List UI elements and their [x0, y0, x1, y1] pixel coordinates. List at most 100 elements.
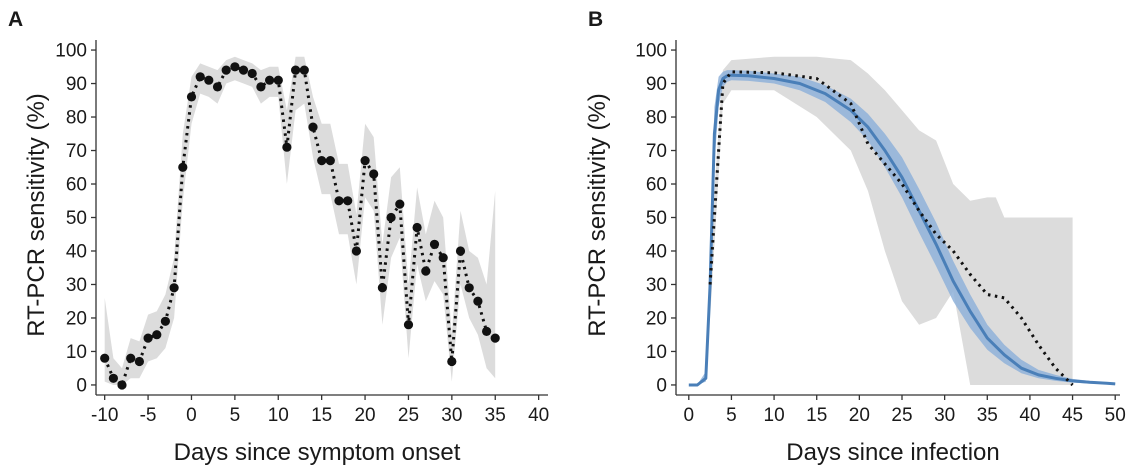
- data-point: [291, 65, 301, 75]
- x-tick-label: 50: [1105, 405, 1126, 426]
- data-point: [169, 283, 179, 293]
- panel-letter-b: B: [588, 8, 603, 31]
- y-tick-label: 50: [646, 208, 667, 229]
- x-tick-label: 5: [726, 405, 737, 426]
- data-point: [455, 246, 466, 256]
- data-point: [343, 196, 353, 206]
- uncertainty-band-b: [710, 56, 1073, 385]
- data-point: [186, 92, 197, 102]
- data-point: [221, 65, 231, 75]
- x-tick-label: 10: [764, 405, 785, 426]
- data-point: [195, 72, 205, 82]
- y-tick-label: 60: [66, 175, 87, 196]
- x-tick-label: 10: [268, 405, 289, 426]
- data-point: [247, 68, 257, 79]
- axes-b: 0 10 20 30 40 50 60 70 80 90 100 0 5 10 15 20 25 30 35 40 45…: [635, 40, 1126, 426]
- data-point: [360, 156, 370, 166]
- data-point: [230, 62, 240, 72]
- data-point: [395, 199, 405, 209]
- series-layer-b: [688, 70, 1116, 387]
- x-tick-label: 25: [891, 405, 912, 426]
- data-point: [100, 353, 110, 363]
- y-tick-label: 0: [656, 375, 667, 396]
- data-point: [265, 75, 275, 85]
- axes-a: 0 10 20 30 40 50 60 70 80 90 100 -10 -5 0 5 10 15 20 25 30 3…: [55, 40, 549, 426]
- y-tick-label: 20: [66, 308, 87, 329]
- y-tick-label: 10: [646, 342, 667, 363]
- x-tick-label: 30: [441, 405, 462, 426]
- data-point: [490, 333, 500, 343]
- y-tick-label: 70: [66, 141, 87, 162]
- data-point: [325, 156, 335, 166]
- y-tick-label: 30: [646, 275, 667, 296]
- data-point: [212, 82, 223, 92]
- y-tick-label: 0: [76, 375, 87, 396]
- data-point: [143, 333, 153, 343]
- x-tick-label: -5: [140, 405, 157, 426]
- y-axis-title-b: RT-PCR sensitivity (%): [584, 93, 611, 337]
- y-tick-label: 40: [646, 241, 667, 262]
- y-tick-label: 50: [66, 208, 87, 229]
- y-tick-label: 70: [646, 141, 667, 162]
- series-layer-a: [100, 62, 500, 390]
- y-tick-label: 40: [66, 241, 87, 262]
- data-point: [160, 316, 170, 326]
- x-tick-label: 30: [934, 405, 955, 426]
- data-point: [273, 75, 283, 85]
- x-tick-label: 15: [806, 405, 827, 426]
- data-point: [429, 239, 440, 249]
- empirical-dotted-line-b: [708, 70, 1074, 387]
- y-tick-label: 100: [635, 41, 667, 62]
- x-tick-label: 45: [1062, 405, 1083, 426]
- data-point: [464, 283, 474, 293]
- y-tick-label: 90: [66, 74, 87, 95]
- data-point: [377, 283, 387, 293]
- data-point: [108, 373, 118, 383]
- y-tick-label: 80: [646, 108, 667, 129]
- data-point: [482, 326, 492, 336]
- data-point: [369, 169, 379, 179]
- y-tick-label: 100: [55, 41, 87, 62]
- data-point: [351, 246, 361, 256]
- empirical-band-a: [104, 56, 496, 385]
- x-tick-label: 0: [684, 405, 695, 426]
- data-point: [134, 356, 144, 367]
- data-point: [204, 75, 214, 85]
- x-tick-label: 35: [485, 405, 506, 426]
- data-point: [152, 330, 162, 340]
- data-point: [438, 253, 448, 263]
- data-point: [386, 212, 396, 223]
- y-tick-label: 80: [66, 108, 87, 129]
- data-point: [308, 122, 318, 132]
- x-tick-label: 40: [1019, 405, 1040, 426]
- data-point: [282, 142, 292, 152]
- y-tick-label: 10: [66, 342, 87, 363]
- x-tick-label: 25: [398, 405, 419, 426]
- uncertainty-band-a: [104, 56, 496, 385]
- data-point: [317, 156, 327, 166]
- y-tick-label: 60: [646, 175, 667, 196]
- panel-a: A 0 10 20 30 40 50 60 70 80 90 100 -10 -5 0 5 10 15 20 25 3…: [8, 8, 549, 466]
- panel-b: B 0 10 20 30 40 50 60 70 80 90 100 0 5 10 15 20 25 30 35 40…: [584, 8, 1126, 466]
- data-point: [299, 65, 309, 75]
- panel-letter-a: A: [8, 8, 23, 31]
- x-tick-label: 5: [230, 405, 241, 426]
- data-point: [473, 296, 483, 306]
- x-tick-label: 35: [977, 405, 998, 426]
- y-tick-label: 90: [646, 74, 667, 95]
- x-axis-title-b: Days since infection: [786, 439, 999, 466]
- x-tick-label: -10: [91, 405, 118, 426]
- data-point: [256, 82, 266, 92]
- x-axis-title-a: Days since symptom onset: [174, 439, 461, 466]
- data-point: [412, 222, 422, 233]
- data-point: [178, 162, 188, 172]
- data-point: [117, 380, 127, 390]
- x-tick-label: 20: [354, 405, 375, 426]
- x-tick-label: 15: [311, 405, 332, 426]
- y-tick-label: 30: [66, 275, 87, 296]
- y-axis-title-a: RT-PCR sensitivity (%): [23, 93, 50, 337]
- x-tick-label: 20: [849, 405, 870, 426]
- data-point: [334, 196, 344, 206]
- data-point: [421, 266, 431, 276]
